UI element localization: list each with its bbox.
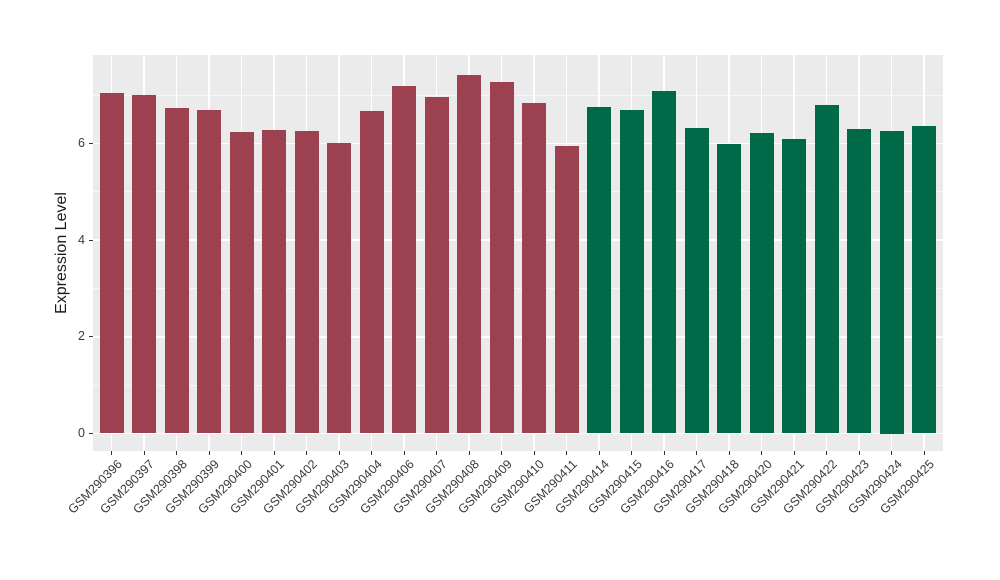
x-tick-mark-GSM290417 <box>696 451 697 455</box>
x-tick-mark-GSM290418 <box>728 451 730 455</box>
x-tick-mark-GSM290423 <box>858 451 860 455</box>
bar-GSM290402 <box>294 130 319 434</box>
x-tick-mark-GSM290399 <box>208 451 210 455</box>
bar-GSM290424 <box>879 131 904 434</box>
bar-GSM290415 <box>619 110 644 434</box>
bar-GSM290396 <box>99 92 124 434</box>
x-tick-mark-GSM290403 <box>338 451 340 455</box>
x-tick-mark-GSM290401 <box>273 451 275 455</box>
y-tick-mark-6 <box>89 142 93 144</box>
bar-GSM290423 <box>847 128 871 434</box>
x-tick-mark-GSM290396 <box>111 451 112 455</box>
bar-GSM290421 <box>782 138 806 434</box>
x-tick-mark-GSM290414 <box>598 451 600 455</box>
x-tick-mark-GSM290422 <box>826 451 827 455</box>
x-tick-mark-GSM290416 <box>663 451 665 455</box>
x-tick-mark-GSM290420 <box>761 451 762 455</box>
bar-GSM290420 <box>749 132 774 434</box>
x-tick-mark-GSM290406 <box>403 451 405 455</box>
x-tick-mark-GSM290400 <box>241 451 242 455</box>
y-tick-label-4: 4 <box>78 232 85 247</box>
y-tick-mark-0 <box>89 433 93 434</box>
y-tick-mark-4 <box>89 239 93 241</box>
bar-GSM290417 <box>684 128 709 434</box>
bar-GSM290404 <box>359 111 384 434</box>
bar-GSM290425 <box>912 125 936 434</box>
bar-GSM290398 <box>164 108 189 434</box>
x-tick-mark-GSM290404 <box>371 451 372 455</box>
plot-panel <box>93 55 943 451</box>
x-tick-mark-GSM290415 <box>631 451 632 455</box>
y-tick-mark-2 <box>89 336 93 338</box>
major-gridline-y6 <box>93 142 943 145</box>
major-gridline-y0 <box>93 432 943 435</box>
y-tick-label-6: 6 <box>78 135 85 150</box>
bar-GSM290400 <box>229 131 254 434</box>
major-gridline-y4 <box>93 239 943 241</box>
bar-GSM290414 <box>587 107 611 434</box>
bar-GSM290407 <box>424 96 449 434</box>
x-tick-mark-GSM290424 <box>891 451 892 455</box>
bar-GSM290422 <box>814 104 839 434</box>
x-tick-mark-GSM290402 <box>306 451 307 455</box>
x-tick-mark-GSM290425 <box>923 451 925 455</box>
bar-GSM290406 <box>392 85 416 434</box>
bar-GSM290403 <box>327 143 351 434</box>
x-tick-mark-GSM290408 <box>468 451 470 455</box>
x-tick-mark-GSM290421 <box>793 451 795 455</box>
x-tick-mark-GSM290409 <box>501 451 502 455</box>
minor-gridline-y7 <box>93 94 943 96</box>
major-gridline-y2 <box>93 336 943 338</box>
y-tick-label-0: 0 <box>78 426 85 440</box>
y-tick-label-2: 2 <box>78 329 85 344</box>
x-tick-mark-GSM290398 <box>176 451 177 455</box>
bar-GSM290399 <box>197 110 221 434</box>
bar-GSM290401 <box>262 129 286 434</box>
minor-gridline-y1 <box>93 384 943 386</box>
x-tick-mark-GSM290407 <box>436 451 437 455</box>
bar-GSM290416 <box>652 90 676 434</box>
x-tick-mark-GSM290410 <box>533 451 535 455</box>
bar-GSM290397 <box>132 94 156 434</box>
x-tick-mark-GSM290411 <box>566 451 567 455</box>
minor-gridline-y3 <box>93 287 943 289</box>
bar-GSM290408 <box>457 74 481 434</box>
x-tick-mark-GSM290397 <box>143 451 145 455</box>
bar-GSM290410 <box>522 103 546 434</box>
bar-GSM290418 <box>717 144 741 434</box>
bar-GSM290411 <box>554 145 579 434</box>
minor-gridline-y5 <box>93 191 943 193</box>
bar-GSM290409 <box>489 81 514 434</box>
